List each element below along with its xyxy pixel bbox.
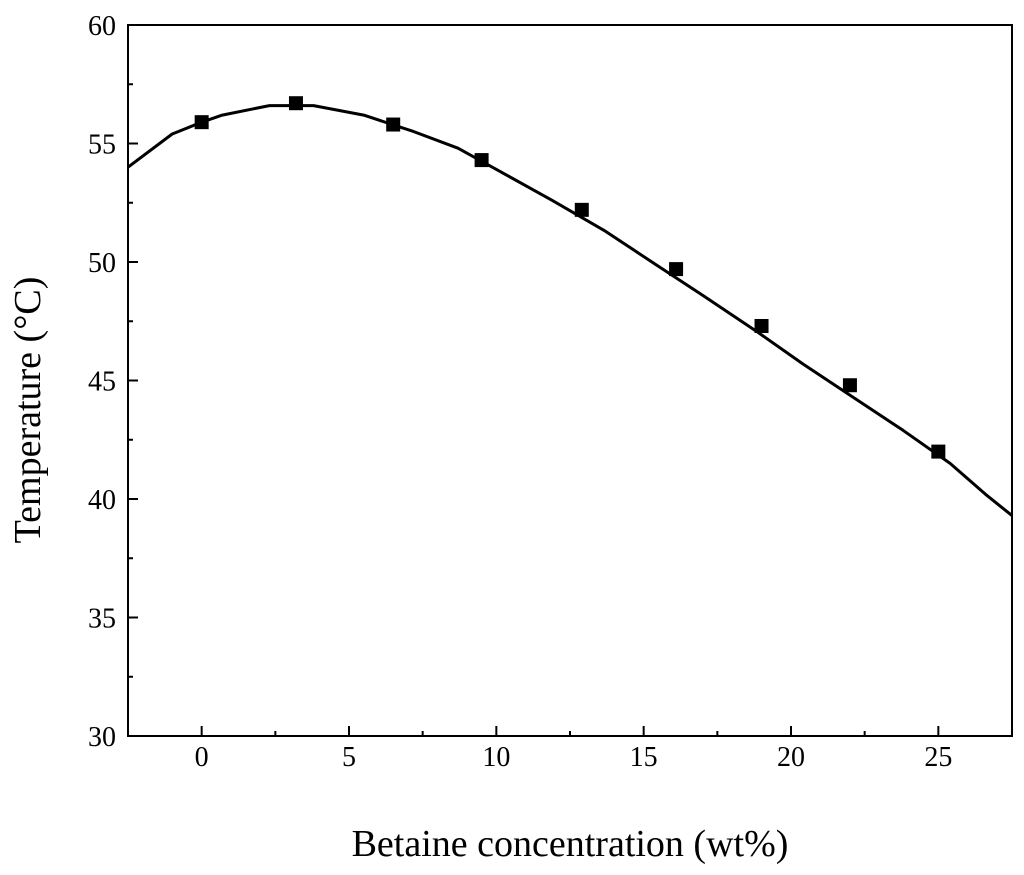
x-axis-ticks: 0 5 10 15 20 25 [127,726,1013,773]
data-point-marker [288,96,303,111]
x-axis-title: Betaine concentration (wt%) [352,823,789,865]
y-tick-label: 60 [88,11,116,42]
x-tick-label: 5 [342,742,356,773]
x-tick-label: 20 [777,742,805,773]
x-tick-label: 25 [924,742,952,773]
y-tick-label: 45 [88,367,116,398]
y-tick-label: 55 [88,130,116,161]
x-tick-label: 10 [482,742,510,773]
data-point-marker [574,202,589,217]
y-tick-label: 30 [88,722,116,753]
data-point-marker [386,117,401,132]
data-point-marker [754,318,769,333]
plot-border [127,24,1013,737]
data-point-marker [842,378,857,393]
data-point-marker [669,262,684,277]
y-tick-label: 35 [88,604,116,635]
fitted-curve [127,104,1013,517]
y-axis-ticks: 30 35 40 45 50 55 60 [88,11,138,753]
y-axis-title: Temperature (°C) [7,277,49,544]
x-tick-label: 15 [630,742,658,773]
series-layer [127,96,1013,517]
x-tick-label: 0 [195,742,209,773]
plot-frame [127,24,1013,737]
y-tick-label: 40 [88,485,116,516]
y-tick-label: 50 [88,248,116,279]
data-point-marker [474,153,489,168]
data-point-marker [194,115,209,130]
data-point-marker [931,444,946,459]
